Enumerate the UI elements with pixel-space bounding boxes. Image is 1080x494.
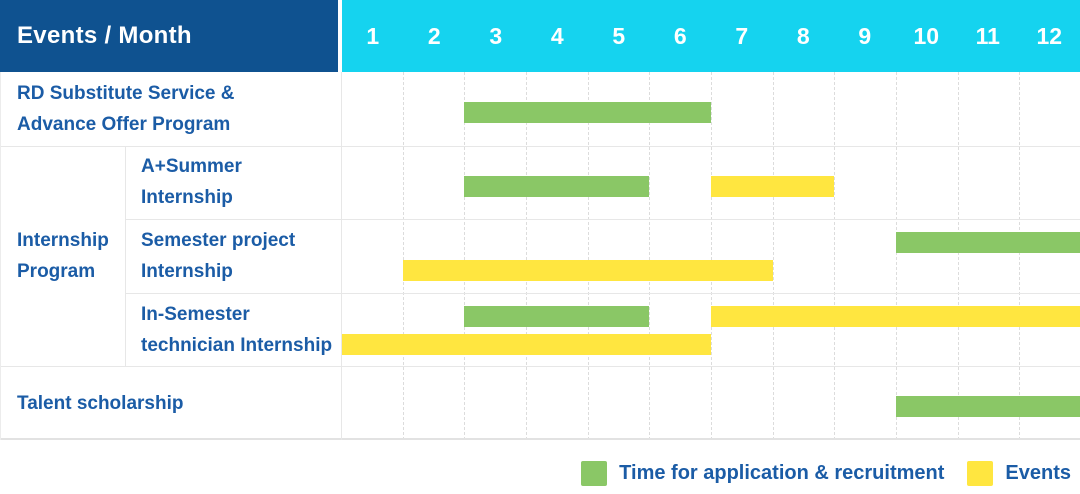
month-header-cell: 11 (975, 22, 1000, 49)
month-gridline (587, 72, 589, 440)
month-gridline (896, 72, 897, 440)
gantt-bar (711, 305, 1080, 327)
gantt-bar (402, 260, 773, 282)
month-header-cell: 3 (489, 22, 503, 49)
month-header-cell: 4 (550, 22, 564, 49)
month-gridline (711, 72, 712, 440)
gantt-bar (896, 232, 1080, 254)
label-chart-divider (341, 72, 342, 440)
gantt-bar (464, 102, 711, 123)
row-label-line: Semester project (141, 229, 296, 251)
month-header-cell: 1 (366, 22, 380, 49)
application-legend-swatch (581, 460, 608, 486)
sub-row-label: Semester project Internship (125, 219, 341, 293)
month-header-cell: 8 (796, 22, 810, 49)
month-header-cell: 12 (1036, 22, 1063, 49)
row-label-line: In-Semester (141, 303, 250, 325)
row-label: RD Substitute Service & Advance Offer Pro… (1, 72, 341, 146)
row-label-line: Internship (141, 260, 233, 282)
month-gridline (649, 72, 651, 440)
row-divider (125, 219, 1080, 221)
table-bottom-border (1, 438, 1080, 440)
legend-item: Events (967, 460, 1071, 486)
row-label-line: Advance Offer Program (17, 113, 231, 135)
month-gridline (402, 72, 404, 440)
sub-row-label: A+Summer Internship (125, 146, 341, 220)
group-label: Internship Program (1, 146, 125, 367)
month-gridline (834, 72, 836, 440)
row-divider (125, 292, 1080, 294)
month-header-cell: 2 (427, 22, 441, 49)
row-label-line: RD Substitute Service & (17, 82, 235, 104)
legend-label: Time for application & recruitment (619, 461, 945, 484)
gantt-bar (464, 175, 650, 197)
month-gridline (1019, 72, 1021, 440)
group-sublabel-divider (125, 145, 126, 367)
schedule-body: RD Substitute Service & Advance Offer Pro… (0, 72, 1080, 440)
gantt-bar (711, 175, 835, 197)
month-gridline (526, 72, 527, 440)
month-gridline (957, 72, 959, 440)
month-header-cell: 10 (913, 22, 940, 49)
gantt-chart-area (341, 72, 1080, 440)
events-legend-swatch (967, 460, 994, 486)
gantt-bar (896, 396, 1080, 418)
month-header-row: 1 2 3 4 5 6 7 8 9 10 11 12 (342, 0, 1080, 72)
month-header-cell: 6 (673, 22, 687, 49)
row-label-line: Program (17, 260, 96, 282)
row-label-line: Internship (141, 187, 233, 209)
row-divider (1, 366, 1080, 368)
legend-label: Events (1005, 461, 1071, 484)
row-label-line: A+Summer (141, 156, 242, 178)
month-header-cell: 5 (612, 22, 626, 49)
sub-row-label: In-Semester technician Internship (125, 293, 341, 367)
events-month-header: Events / Month (0, 0, 338, 72)
row-label-line: Internship (17, 229, 109, 251)
month-header-cell: 7 (735, 22, 749, 49)
month-gridline (772, 72, 774, 440)
legend: Time for application & recruitment Events (0, 455, 1080, 491)
gantt-bar (464, 305, 650, 327)
events-month-header-label: Events / Month (17, 22, 192, 49)
legend-item: Time for application & recruitment (581, 460, 945, 486)
row-divider (1, 145, 1080, 147)
row-label: Talent scholarship (1, 366, 341, 440)
gantt-bar (341, 333, 711, 355)
row-label-line: Talent scholarship (17, 392, 184, 414)
month-header-cell: 9 (858, 22, 872, 49)
row-label-line: technician Internship (141, 334, 333, 356)
month-gridline (464, 72, 466, 440)
